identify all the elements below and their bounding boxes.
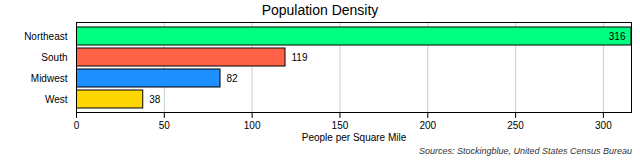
svg-text:300: 300 [595, 120, 612, 131]
svg-text:West: West [45, 94, 68, 105]
svg-text:100: 100 [244, 120, 261, 131]
svg-text:38: 38 [149, 94, 161, 105]
html-text:Sources: Stockingblue, United: Sources: Stockingblue, United States Cen… [418, 146, 632, 156]
svg-text:South: South [41, 52, 67, 63]
svg-text:0: 0 [74, 120, 80, 131]
svg-text:250: 250 [507, 120, 524, 131]
svg-text:200: 200 [419, 120, 436, 131]
svg-text:119: 119 [292, 52, 308, 63]
svg-text:People per Square Mile: People per Square Mile [302, 132, 407, 143]
svg-text:50: 50 [159, 120, 171, 131]
svg-text:82: 82 [227, 73, 239, 84]
svg-text:150: 150 [332, 120, 349, 131]
html-text:Population Density: Population Density [261, 2, 379, 18]
svg-text:Northeast: Northeast [24, 31, 68, 42]
svg-text:Midwest: Midwest [31, 73, 68, 84]
svg-text:316: 316 [609, 31, 626, 42]
